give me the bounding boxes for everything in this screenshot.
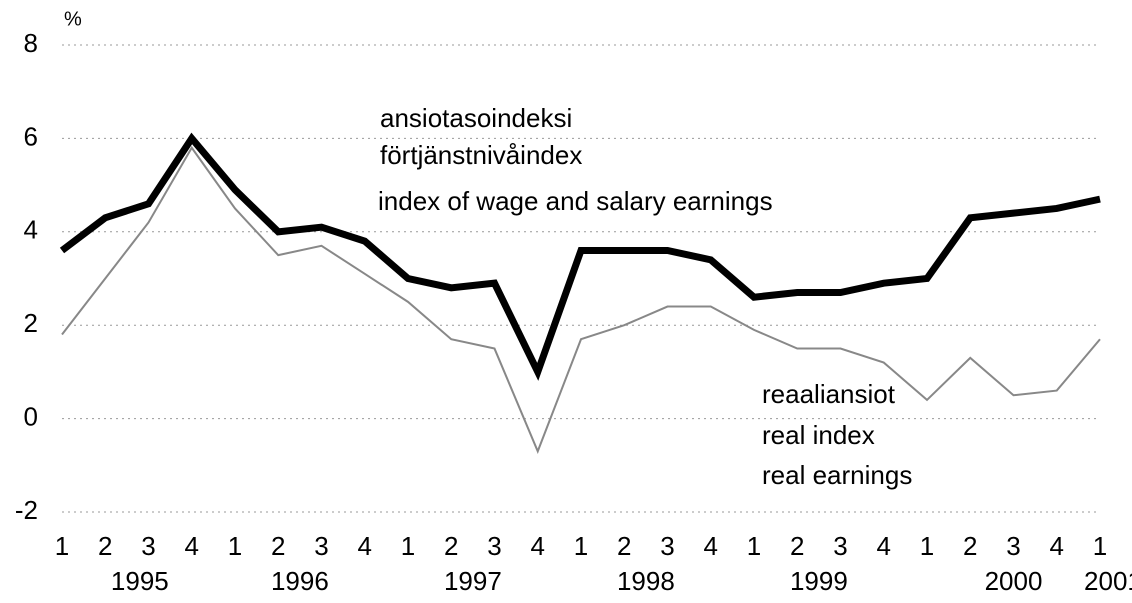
x-tick-label: 3 — [1006, 531, 1020, 561]
series-label: ansiotasoindeksi — [380, 103, 572, 133]
x-tick-label: 4 — [185, 531, 199, 561]
x-tick-label: 1 — [401, 531, 415, 561]
x-tick-label: 2 — [271, 531, 285, 561]
x-tick-label: 1 — [747, 531, 761, 561]
year-label: 2000 — [985, 566, 1043, 596]
x-tick-label: 4 — [704, 531, 718, 561]
y-tick-label: 6 — [24, 121, 38, 151]
series-line — [59, 132, 1101, 381]
x-tick-label: 3 — [660, 531, 674, 561]
x-tick-label: 4 — [1050, 531, 1064, 561]
year-label: 1999 — [790, 566, 848, 596]
x-tick-label: 3 — [141, 531, 155, 561]
series-label: index of wage and salary earnings — [378, 186, 773, 216]
y-axis-label: % — [64, 8, 82, 30]
x-tick-label: 1 — [920, 531, 934, 561]
x-tick-label: 4 — [531, 531, 545, 561]
y-tick-label: -2 — [15, 495, 38, 525]
x-tick-label: 1 — [574, 531, 588, 561]
series-label: förtjänstnivåindex — [380, 140, 582, 170]
x-tick-label: 1 — [55, 531, 69, 561]
x-tick-label: 3 — [314, 531, 328, 561]
x-tick-label: 2 — [963, 531, 977, 561]
year-label: 1998 — [617, 566, 675, 596]
series-label: reaaliansiot — [762, 379, 896, 409]
x-tick-label: 2 — [98, 531, 112, 561]
series-line — [61, 145, 1101, 454]
y-tick-label: 0 — [24, 401, 38, 431]
y-tick-label: 4 — [24, 215, 38, 245]
y-tick-label: 2 — [24, 308, 38, 338]
x-tick-label: 4 — [358, 531, 372, 561]
x-tick-label: 2 — [790, 531, 804, 561]
series-label: real earnings — [762, 460, 912, 490]
x-tick-label: 3 — [833, 531, 847, 561]
series-label: real index — [762, 420, 875, 450]
year-label: 1996 — [271, 566, 329, 596]
year-label: 2001 — [1084, 566, 1132, 596]
y-tick-label: 8 — [24, 28, 38, 58]
x-tick-label: 4 — [877, 531, 891, 561]
x-tick-label: 2 — [617, 531, 631, 561]
year-label: 1997 — [444, 566, 502, 596]
year-label: 1995 — [111, 566, 169, 596]
x-tick-label: 1 — [1093, 531, 1107, 561]
x-tick-label: 3 — [487, 531, 501, 561]
x-tick-label: 2 — [444, 531, 458, 561]
x-tick-label: 1 — [228, 531, 242, 561]
